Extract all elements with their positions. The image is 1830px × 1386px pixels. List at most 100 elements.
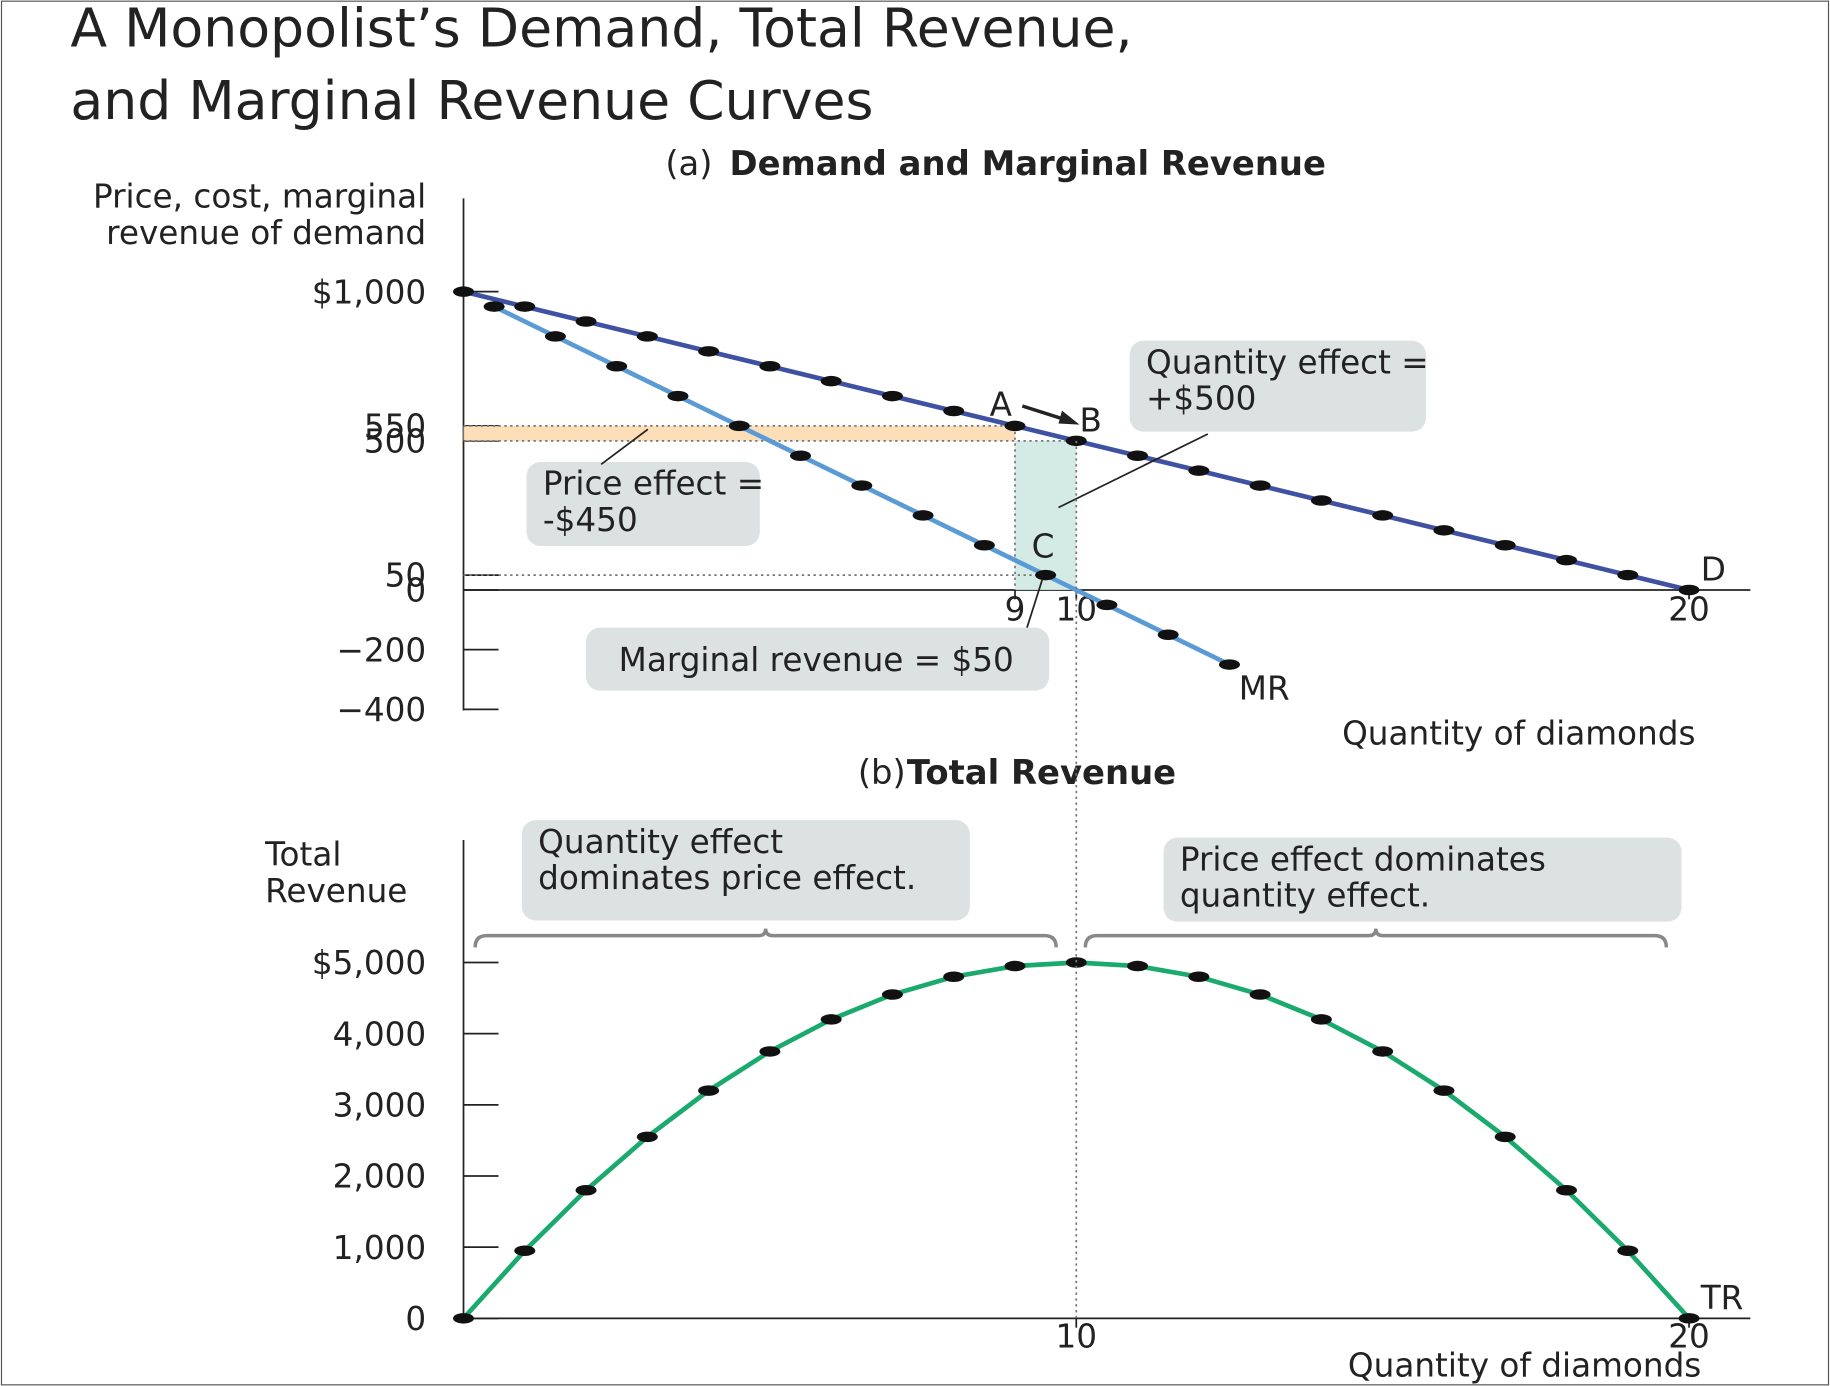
data-point — [1556, 554, 1577, 566]
annotation-text: Price effect = -$450 — [543, 465, 764, 539]
y-tick-label: 500 — [364, 423, 426, 461]
y-tick-label: −200 — [336, 631, 426, 669]
data-point — [575, 316, 597, 327]
data-point — [1372, 1046, 1394, 1057]
y-tick-label: 0 — [405, 1300, 426, 1338]
y-tick-label: 550 — [364, 408, 426, 446]
y-tick-label: $1,000 — [312, 273, 426, 311]
y-tick-label: 0 — [405, 572, 426, 610]
annotation-text-line: Quantity effect = — [1146, 343, 1429, 381]
callout-box — [1163, 837, 1682, 922]
data-point — [1494, 540, 1516, 551]
y-tick-label: 2,000 — [333, 1158, 427, 1196]
panel-name: Total Revenue — [907, 753, 1176, 792]
data-point — [1310, 1014, 1332, 1025]
point-label: A — [990, 385, 1013, 423]
data-point — [1096, 599, 1118, 611]
annotation-text-line: Price effect = — [543, 465, 764, 503]
data-point — [698, 346, 720, 357]
data-point — [1065, 957, 1087, 968]
panel-title: (a) Demand and Marginal Revenue — [665, 144, 1326, 183]
panel-label: (a) — [665, 144, 712, 183]
data-point — [667, 390, 689, 402]
y-tick-label: 3,000 — [333, 1087, 427, 1125]
data-point — [1218, 659, 1240, 670]
x-axis-label: Quantity of diamonds — [1342, 714, 1695, 752]
x-tick-label: 9 — [1005, 591, 1026, 629]
data-point — [1678, 1313, 1700, 1324]
data-point — [912, 510, 934, 521]
data-point — [1617, 1245, 1639, 1256]
callout-box — [526, 462, 760, 546]
annotation-text: Quantity effect dominates price effect. — [538, 823, 916, 897]
data-point — [1127, 960, 1149, 972]
series-label: TR — [1700, 1279, 1744, 1317]
data-point — [453, 286, 474, 297]
data-point — [698, 1085, 720, 1096]
data-point — [881, 989, 903, 1000]
x-axis-label: Quantity of diamonds — [1348, 1347, 1701, 1385]
data-point — [1617, 569, 1639, 581]
data-point — [943, 971, 965, 982]
y-axis-label: Price, cost, marginal revenue of demand — [93, 178, 426, 252]
annotation-text: Quantity effect = +$500 — [1146, 343, 1429, 417]
annotation-text-line: Price effect dominates — [1180, 840, 1546, 878]
page-title: A Monopolist’s Demand, Total Revenue, and… — [70, 0, 1132, 132]
annotation-text-line: -$450 — [543, 501, 638, 539]
y-tick-label: −400 — [336, 691, 426, 729]
data-point — [606, 361, 628, 372]
y-axis-label-line: Price, cost, marginal — [93, 178, 426, 216]
annotation-text-line: Marginal revenue = $50 — [619, 641, 1014, 679]
point-label: C — [1032, 528, 1055, 566]
data-point — [514, 1245, 536, 1256]
data-point — [1433, 525, 1455, 536]
data-point — [575, 1184, 597, 1196]
data-point — [943, 405, 965, 417]
brace — [473, 928, 1058, 948]
data-point — [881, 390, 903, 402]
data-point — [728, 420, 750, 432]
annotation-text-line: +$500 — [1146, 380, 1256, 418]
price-effect-area — [463, 425, 1015, 441]
data-point — [1157, 629, 1179, 640]
point-label: B — [1080, 402, 1102, 440]
data-point — [1556, 1184, 1577, 1196]
leader-line — [600, 428, 649, 466]
page-title-line: and Marginal Revenue Curves — [70, 69, 873, 132]
data-point — [1035, 569, 1057, 581]
data-point — [1127, 450, 1149, 461]
data-point — [1249, 480, 1271, 491]
data-point — [636, 331, 658, 342]
data-point — [1494, 1131, 1516, 1143]
data-point — [1372, 510, 1394, 521]
leader-line — [1026, 579, 1044, 628]
data-point — [1188, 465, 1210, 476]
quantity-effect-area — [1015, 440, 1077, 590]
leader-line — [1058, 433, 1209, 509]
data-point — [636, 1131, 658, 1143]
callout-box — [521, 820, 970, 921]
data-point — [820, 1014, 842, 1025]
data-point — [453, 1313, 474, 1324]
data-point — [851, 480, 873, 491]
data-point — [1004, 960, 1026, 972]
series-label: D — [1701, 551, 1726, 589]
y-axis-label: Total Revenue — [264, 836, 407, 910]
annotation-text-line: quantity effect. — [1180, 876, 1430, 914]
data-point — [1004, 420, 1026, 432]
data-point — [1249, 989, 1271, 1000]
annotation-text: Price effect dominates quantity effect. — [1180, 840, 1546, 914]
callout-box — [586, 627, 1050, 691]
y-tick-label: 4,000 — [333, 1015, 427, 1053]
y-axis-label-line: revenue of demand — [106, 214, 426, 252]
callout-box — [1129, 340, 1426, 432]
annotation-text: Marginal revenue = $50 — [619, 641, 1014, 679]
annotation-text-line: dominates price effect. — [538, 859, 916, 897]
data-point — [544, 331, 566, 342]
panel-label: (b) — [858, 753, 906, 792]
data-point — [483, 301, 505, 312]
data-point — [1188, 971, 1210, 982]
data-point — [1678, 584, 1700, 596]
